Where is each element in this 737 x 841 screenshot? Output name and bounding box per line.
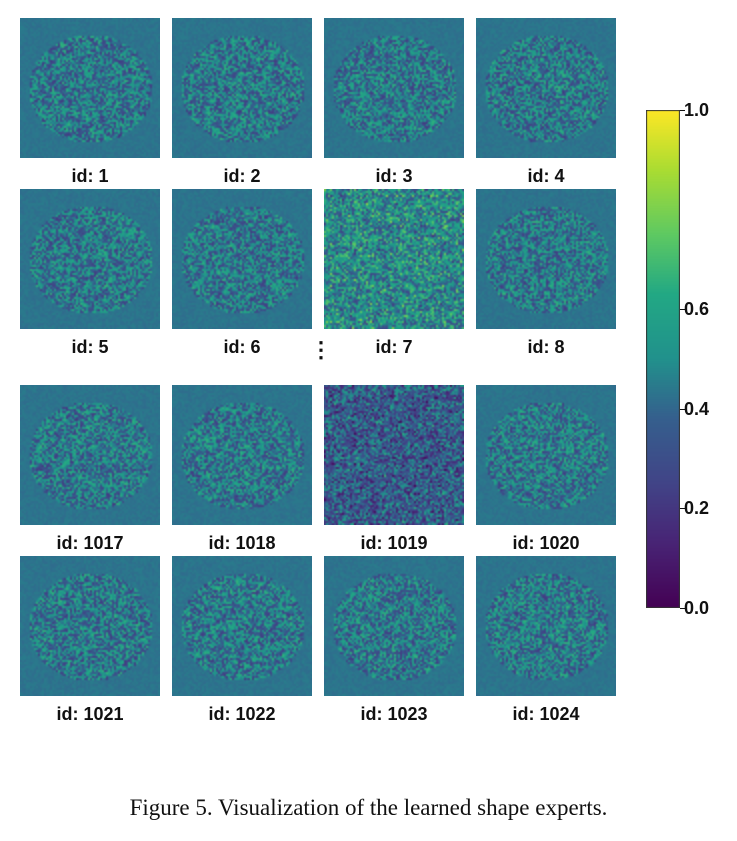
expert-id-label: id: 1022 [208, 704, 276, 724]
expert-heatmap-tile [20, 385, 160, 525]
expert-heatmap [20, 556, 160, 696]
expert-id-label: id: 7 [375, 337, 413, 357]
expert-heatmap [172, 18, 312, 158]
colorbar-tick-label: 0.2 [684, 498, 710, 518]
expert-heatmap [172, 189, 312, 329]
colorbar-tick-label: 0.4 [684, 399, 710, 419]
expert-heatmap [476, 189, 616, 329]
expert-id-label: id: 1024 [512, 704, 580, 724]
expert-heatmap-tile [20, 556, 160, 696]
expert-heatmap [20, 18, 160, 158]
expert-heatmap-tile [172, 189, 312, 329]
expert-heatmap-tile [172, 556, 312, 696]
expert-heatmap [172, 385, 312, 525]
colorbar-tick-mark [680, 608, 685, 609]
expert-heatmap [20, 385, 160, 525]
expert-heatmap-tile [476, 556, 616, 696]
expert-heatmap-tile [172, 385, 312, 525]
expert-id-label: id: 6 [223, 337, 261, 357]
expert-heatmap [476, 18, 616, 158]
expert-heatmap [324, 189, 464, 329]
colorbar-tick-label: 0.6 [684, 299, 710, 319]
expert-heatmap [324, 385, 464, 525]
expert-heatmap-tile [20, 18, 160, 158]
expert-heatmap-tile [476, 189, 616, 329]
expert-id-label: id: 3 [375, 166, 413, 186]
expert-id-label: id: 4 [527, 166, 565, 186]
figure-caption: Figure 5. Visualization of the learned s… [129, 795, 608, 820]
omitted-rows-ellipsis: ⋮ [310, 337, 332, 362]
expert-id-label: id: 1 [71, 166, 109, 186]
colorbar-gradient [646, 110, 680, 608]
colorbar-tick-mark [680, 110, 685, 111]
expert-heatmap-tile [172, 18, 312, 158]
colorbar-tick-label: 1.0 [684, 100, 710, 120]
expert-id-label: id: 8 [527, 337, 565, 357]
expert-id-label: id: 5 [71, 337, 109, 357]
expert-heatmap [324, 18, 464, 158]
colorbar-tick-label: 0.0 [684, 598, 710, 618]
expert-heatmap-tile [324, 18, 464, 158]
expert-id-label: id: 1019 [360, 533, 428, 553]
expert-id-label: id: 1020 [512, 533, 580, 553]
expert-id-label: id: 1018 [208, 533, 276, 553]
expert-heatmap [476, 556, 616, 696]
colorbar-tick-mark [680, 309, 685, 310]
expert-heatmap-tile [324, 385, 464, 525]
expert-id-label: id: 1023 [360, 704, 428, 724]
colorbar-tick-mark [680, 409, 685, 410]
expert-id-label: id: 2 [223, 166, 261, 186]
expert-heatmap-tile [20, 189, 160, 329]
expert-id-label: id: 1021 [56, 704, 124, 724]
expert-id-label: id: 1017 [56, 533, 124, 553]
expert-heatmap [172, 556, 312, 696]
expert-heatmap [324, 556, 464, 696]
expert-heatmap [20, 189, 160, 329]
expert-heatmap-tile [324, 189, 464, 329]
expert-heatmap-tile [324, 556, 464, 696]
colorbar [646, 110, 680, 608]
expert-heatmap-tile [476, 18, 616, 158]
expert-heatmap [476, 385, 616, 525]
colorbar-tick-mark [680, 508, 685, 509]
expert-heatmap-tile [476, 385, 616, 525]
